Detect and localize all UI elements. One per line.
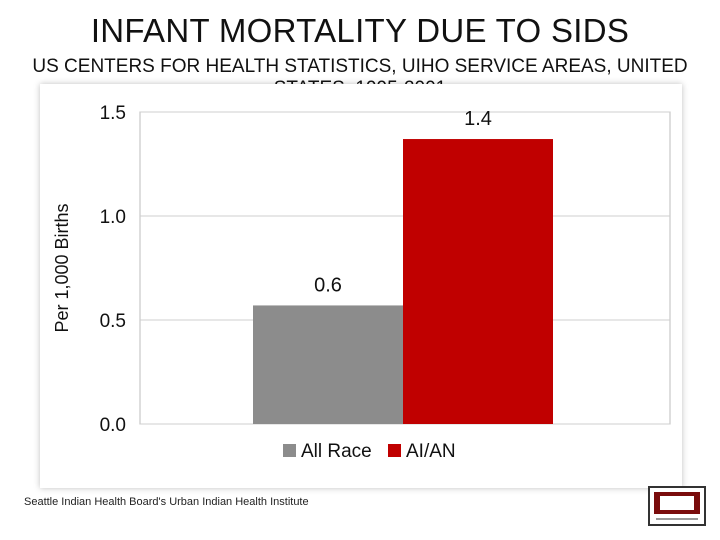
y-tick-label: 1.5 (100, 103, 126, 124)
slide-title: INFANT MORTALITY DUE TO SIDS (90, 12, 630, 49)
bar-ai-an (403, 139, 553, 424)
data-label: 0.6 (314, 274, 342, 296)
legend-swatch (283, 444, 296, 457)
uihi-logo-mark (654, 492, 700, 514)
uihi-logo-line (656, 518, 698, 520)
y-tick-label: 1.0 (100, 207, 126, 228)
chart-panel: 0.0 0.5 1.0 1.5 Per 1,000 Births 0.6 1.4 All Ra… (40, 84, 682, 488)
bar-all-race (253, 305, 403, 424)
y-axis-label: Per 1,000 Births (52, 203, 72, 332)
data-label: 1.4 (464, 108, 492, 130)
legend-label: All Race (301, 441, 372, 462)
legend-label: AI/AN (406, 441, 456, 462)
uihi-logo (648, 486, 706, 526)
y-tick-label: 0.5 (100, 311, 126, 332)
bar-chart: 0.0 0.5 1.0 1.5 Per 1,000 Births 0.6 1.4 All Ra… (52, 103, 671, 462)
y-tick-label: 0.0 (100, 415, 126, 436)
legend-swatch (388, 444, 401, 457)
footer-credit: Seattle Indian Health Board's Urban Indi… (24, 496, 309, 508)
